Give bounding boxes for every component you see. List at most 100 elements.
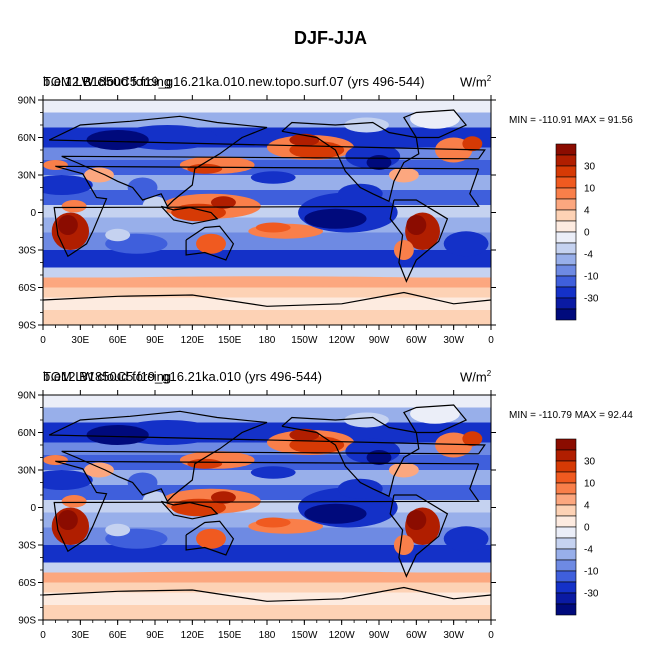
min-max-label-bottom: MIN = -110.79 MAX = 92.44 xyxy=(509,410,633,421)
x-tick-label: 30W xyxy=(443,335,464,346)
x-tick-label: 120W xyxy=(329,630,356,641)
colorbar-swatch xyxy=(555,493,577,506)
y-tick-label: 30S xyxy=(18,246,36,257)
field-band xyxy=(43,605,491,620)
x-tick-label: 60E xyxy=(109,335,127,346)
colorbar-label: -30 xyxy=(584,294,599,305)
x-tick-label: 0 xyxy=(488,335,494,346)
colorbar-swatch xyxy=(555,449,577,462)
panel-title-bottom: TOM LW cloud forcing xyxy=(43,369,172,384)
field-blob xyxy=(86,425,149,445)
field-blob xyxy=(57,510,78,530)
x-tick-label: 120E xyxy=(181,335,205,346)
coastline xyxy=(403,404,468,434)
coastline xyxy=(160,500,219,520)
map-plot-bottom: 0 30E 60E 90E 120E 150E 180 150W 120W 90W 60W 30W 09… xyxy=(18,390,599,641)
colorbar-swatch xyxy=(555,209,577,222)
colorbar-swatch xyxy=(555,581,577,594)
field-blob xyxy=(393,535,414,555)
colorbar-swatch xyxy=(555,471,577,484)
colorbar-swatch xyxy=(555,515,577,528)
colorbar-swatch xyxy=(555,143,577,156)
field-blob xyxy=(84,462,114,478)
field-blob xyxy=(142,196,168,217)
colorbar-swatch xyxy=(555,548,577,561)
colorbar-swatch xyxy=(555,297,577,310)
colorbar-swatch xyxy=(555,504,577,517)
field-blob xyxy=(61,200,87,213)
units-label-top: W/m2 xyxy=(460,74,492,90)
colorbar-label: -30 xyxy=(584,589,599,600)
field-blob xyxy=(344,117,389,133)
x-tick-label: 120W xyxy=(329,335,356,346)
field-blob xyxy=(304,208,367,229)
x-tick-label: 0 xyxy=(488,630,494,641)
x-tick-label: 30W xyxy=(443,630,464,641)
field-blob xyxy=(250,171,296,184)
colorbar-swatch xyxy=(555,438,577,451)
field-blob xyxy=(443,231,489,257)
field-blob xyxy=(410,403,460,424)
panel-title-top: TOM LW cloud forcing xyxy=(43,74,172,89)
colorbar-label: 0 xyxy=(584,228,590,239)
x-tick-label: 30E xyxy=(71,630,89,641)
y-tick-label: 60N xyxy=(18,133,36,144)
field-blob xyxy=(105,523,131,537)
panel-experiment-title-top: b.e.12.B1850C5.f19_g16.21ka.010.new.topo… xyxy=(43,74,425,89)
field-blob xyxy=(337,478,383,499)
field-blob xyxy=(388,462,419,478)
x-tick-label: 150E xyxy=(218,630,242,641)
colorbar-label: 4 xyxy=(584,206,590,217)
map-panel-bottom: 0 30E 60E 90E 120E 150E 180 150W 120W 90W 60W 30W 0 9… xyxy=(0,365,661,655)
field-blob xyxy=(105,228,131,242)
x-tick-label: 150E xyxy=(218,335,242,346)
colorbar-label: -10 xyxy=(584,567,599,578)
y-tick-label: 0 xyxy=(30,208,36,219)
y-tick-label: 90S xyxy=(18,616,36,627)
field-band xyxy=(43,267,491,278)
field-blob xyxy=(211,491,236,504)
field-blob xyxy=(255,517,291,528)
colorbar-swatch xyxy=(555,526,577,539)
field-blob xyxy=(388,167,419,183)
coastline xyxy=(48,410,486,503)
coastline xyxy=(53,165,480,258)
field-band xyxy=(43,287,491,298)
field-blob xyxy=(127,472,158,493)
field-blob xyxy=(142,491,168,512)
colorbar-swatch xyxy=(555,570,577,583)
colorbar-swatch xyxy=(555,198,577,211)
x-tick-label: 90E xyxy=(146,335,164,346)
field-band xyxy=(43,485,491,500)
field-blob xyxy=(304,503,367,524)
coastline xyxy=(53,460,480,553)
y-tick-label: 30N xyxy=(18,466,36,477)
coastline xyxy=(389,494,449,578)
field-layer xyxy=(43,100,491,325)
x-tick-label: 120E xyxy=(181,630,205,641)
colorbar-swatch xyxy=(555,165,577,178)
x-tick-label: 150W xyxy=(291,335,318,346)
coastline xyxy=(281,121,420,203)
coastline xyxy=(389,199,449,283)
y-tick-label: 90S xyxy=(18,321,36,332)
colorbar-swatch xyxy=(555,220,577,233)
colorbar-label: -4 xyxy=(584,250,593,261)
panel-experiment-title-bottom: b.e12.B1850C5.f19_g16.21ka.010 (yrs 496-… xyxy=(43,369,322,384)
field-blob xyxy=(57,215,78,235)
colorbar-swatch xyxy=(555,242,577,255)
field-band xyxy=(43,190,491,205)
coastline xyxy=(48,115,486,208)
x-tick-label: 60W xyxy=(406,630,427,641)
x-tick-label: 90W xyxy=(369,335,390,346)
coastline xyxy=(281,416,420,498)
y-tick-label: 60N xyxy=(18,428,36,439)
units-label-bottom: W/m2 xyxy=(460,369,492,385)
colorbar-swatch xyxy=(555,482,577,495)
x-tick-label: 150W xyxy=(291,630,318,641)
field-band xyxy=(43,297,491,310)
colorbar-swatch xyxy=(555,154,577,167)
colorbar-label: 4 xyxy=(584,501,590,512)
field-blob xyxy=(406,215,427,235)
field-band xyxy=(43,545,491,563)
